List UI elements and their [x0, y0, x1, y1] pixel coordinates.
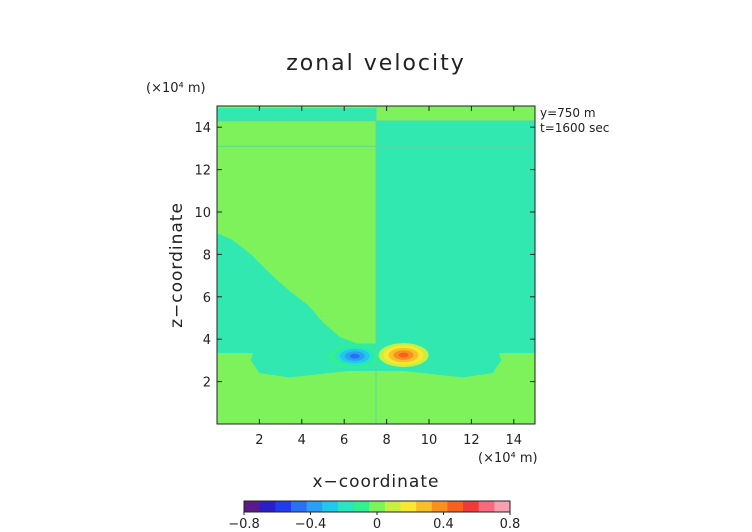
colorbar-swatch [447, 501, 464, 512]
chart-title: zonal velocity [286, 51, 466, 76]
y-axis-ticks: 2 4 6 8 10 12 14 [194, 121, 535, 391]
plot-frame [216, 105, 536, 425]
y-axis-label: z−coordinate [167, 202, 187, 328]
y-unit-label: (×10⁴ m) [146, 81, 206, 96]
contour-region [376, 146, 535, 344]
colorbar-swatch [400, 501, 417, 512]
colorbar: −0.8 −0.4 0 0.4 0.8 [228, 500, 521, 532]
x-tick-label: 14 [506, 433, 523, 448]
colorbar-tick-label: −0.4 [295, 517, 327, 532]
y-tick-label: 12 [194, 164, 211, 179]
x-axis-label: x−coordinate [313, 472, 440, 492]
contour-region [376, 352, 535, 424]
annotation-t: t=1600 sec [540, 121, 609, 135]
y-tick-label: 10 [194, 206, 211, 221]
colorbar-swatch [322, 501, 339, 512]
colorbar-swatch [463, 501, 480, 512]
contour-regions [217, 106, 535, 424]
maximum-blob [398, 352, 409, 358]
x-tick-label: 10 [421, 433, 438, 448]
y-tick-label: 2 [203, 376, 211, 391]
colorbar-swatch [353, 501, 370, 512]
x-tick-label: 4 [298, 433, 306, 448]
colorbar-swatch [244, 501, 261, 512]
colorbar-swatch [337, 501, 355, 512]
contour-region [376, 120, 535, 147]
colorbar-swatch [369, 501, 386, 512]
x-tick-label: 8 [382, 433, 390, 448]
colorbar-swatch [416, 501, 433, 512]
colorbar-swatch [259, 501, 276, 512]
contour-region [217, 108, 376, 121]
contour-region [217, 233, 376, 378]
colorbar-tick-label: −0.8 [228, 517, 260, 532]
x-axis-ticks: 2 4 6 8 10 12 14 [255, 106, 522, 448]
x-tick-label: 2 [255, 433, 263, 448]
colorbar-tick-label: 0.8 [500, 517, 521, 532]
x-tick-label: 12 [463, 433, 480, 448]
colorbar-swatch [275, 501, 292, 512]
y-tick-label: 4 [203, 333, 211, 348]
y-tick-label: 14 [194, 121, 211, 136]
colorbar-tick-label: 0.4 [433, 517, 454, 532]
y-tick-label: 8 [203, 248, 211, 263]
colorbar-swatch [290, 501, 308, 512]
y-tick-label: 6 [203, 291, 211, 306]
colorbar-swatch [431, 501, 448, 512]
colorbar-swatch [384, 501, 401, 512]
colorbar-swatch [478, 501, 495, 512]
colorbar-tick-label: 0 [373, 517, 381, 532]
minimum-blob [349, 353, 360, 359]
plot-area: 2 4 6 8 10 12 14 2 4 6 8 10 12 14 [194, 105, 536, 448]
x-tick-label: 6 [340, 433, 348, 448]
colorbar-swatch [306, 501, 323, 512]
annotation-y: y=750 m [540, 106, 596, 120]
extrema-blobs [329, 343, 429, 369]
colorbar-swatch [494, 501, 511, 512]
x-unit-label: (×10⁴ m) [478, 451, 538, 466]
